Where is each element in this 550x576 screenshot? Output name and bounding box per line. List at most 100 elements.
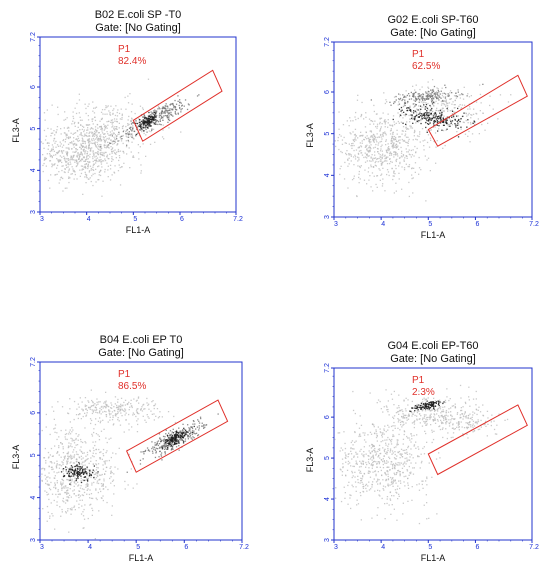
- event-dot: [81, 401, 83, 403]
- event-dot: [454, 107, 456, 109]
- event-dot: [170, 444, 173, 446]
- event-dot: [66, 467, 68, 469]
- event-dot: [432, 94, 434, 96]
- event-dot: [480, 102, 482, 104]
- event-dot: [81, 137, 83, 139]
- event-dot: [380, 158, 382, 161]
- event-dot: [444, 100, 446, 102]
- event-dot: [172, 115, 174, 117]
- event-dot: [130, 122, 133, 124]
- event-dot: [364, 152, 366, 154]
- event-dot: [413, 95, 415, 97]
- event-dot: [69, 456, 71, 458]
- event-dot: [116, 126, 118, 128]
- event-dot: [398, 157, 401, 159]
- event-dot: [414, 119, 416, 121]
- event-dot: [407, 404, 409, 406]
- event-dot: [111, 411, 114, 413]
- event-dot: [142, 123, 144, 125]
- event-dot: [372, 461, 374, 464]
- event-dot: [384, 486, 387, 488]
- event-dot: [183, 440, 185, 443]
- event-dot: [174, 438, 176, 441]
- event-dot: [63, 475, 66, 477]
- event-dot: [340, 135, 342, 137]
- event-dot: [98, 412, 100, 414]
- event-dot: [365, 116, 367, 118]
- event-dot: [420, 114, 423, 116]
- event-dot: [120, 108, 122, 110]
- event-dot: [151, 441, 153, 443]
- event-dot: [54, 477, 56, 479]
- event-dot: [389, 491, 392, 493]
- event-dot: [396, 439, 398, 441]
- event-dot: [86, 471, 89, 474]
- event-dot: [178, 438, 180, 441]
- event-dot: [78, 466, 80, 468]
- event-dot: [124, 480, 126, 483]
- event-dot: [393, 175, 395, 177]
- event-dot: [357, 475, 359, 477]
- event-dot: [93, 153, 95, 155]
- event-dot: [94, 478, 96, 480]
- event-dot: [198, 422, 201, 424]
- event-dot: [96, 401, 98, 403]
- event-dot: [73, 178, 75, 180]
- event-dot: [335, 497, 337, 499]
- event-dot: [94, 138, 97, 140]
- event-dot: [95, 158, 97, 160]
- event-dot: [185, 429, 187, 431]
- event-dot: [54, 431, 56, 433]
- event-dot: [47, 179, 50, 182]
- event-dot: [401, 426, 403, 428]
- event-dot: [42, 467, 44, 469]
- event-dot: [162, 129, 164, 131]
- event-dot: [88, 103, 90, 105]
- event-dot: [366, 154, 368, 157]
- event-dot: [154, 114, 156, 116]
- event-dot: [148, 111, 150, 114]
- event-dot: [66, 433, 68, 435]
- event-dot: [378, 157, 380, 160]
- event-dot: [154, 141, 156, 143]
- event-dot: [414, 116, 416, 118]
- event-dot: [450, 98, 452, 100]
- event-dot: [134, 120, 136, 122]
- event-dot: [125, 131, 127, 133]
- event-dot: [442, 147, 444, 149]
- event-dot: [80, 513, 83, 515]
- event-dot: [385, 139, 387, 141]
- event-dot: [61, 156, 63, 158]
- event-dot: [360, 149, 362, 152]
- event-dot: [71, 507, 73, 509]
- event-dot: [159, 411, 161, 413]
- event-dot: [154, 119, 157, 121]
- event-dot: [63, 487, 65, 489]
- event-dot: [341, 151, 343, 154]
- event-dot: [90, 150, 92, 152]
- event-dot: [190, 437, 192, 439]
- event-dot: [399, 453, 401, 455]
- event-dot: [402, 416, 405, 418]
- event-dot: [71, 427, 73, 429]
- event-dot: [397, 148, 400, 150]
- event-dot: [116, 404, 118, 407]
- event-dot: [413, 421, 415, 423]
- event-dot: [349, 497, 351, 499]
- event-dot: [436, 97, 438, 100]
- event-dot: [463, 112, 465, 114]
- event-dot: [44, 139, 47, 141]
- event-dot: [390, 425, 393, 428]
- event-dot: [367, 155, 369, 157]
- event-dot: [71, 455, 73, 457]
- event-dot: [72, 451, 74, 453]
- event-dot: [335, 145, 337, 148]
- event-dot: [431, 99, 434, 101]
- event-dot: [138, 413, 140, 415]
- event-dot: [386, 149, 389, 151]
- event-dot: [105, 391, 107, 393]
- event-dot: [168, 127, 170, 129]
- event-dot: [60, 483, 62, 485]
- event-dot: [402, 155, 405, 157]
- event-dot: [108, 147, 110, 149]
